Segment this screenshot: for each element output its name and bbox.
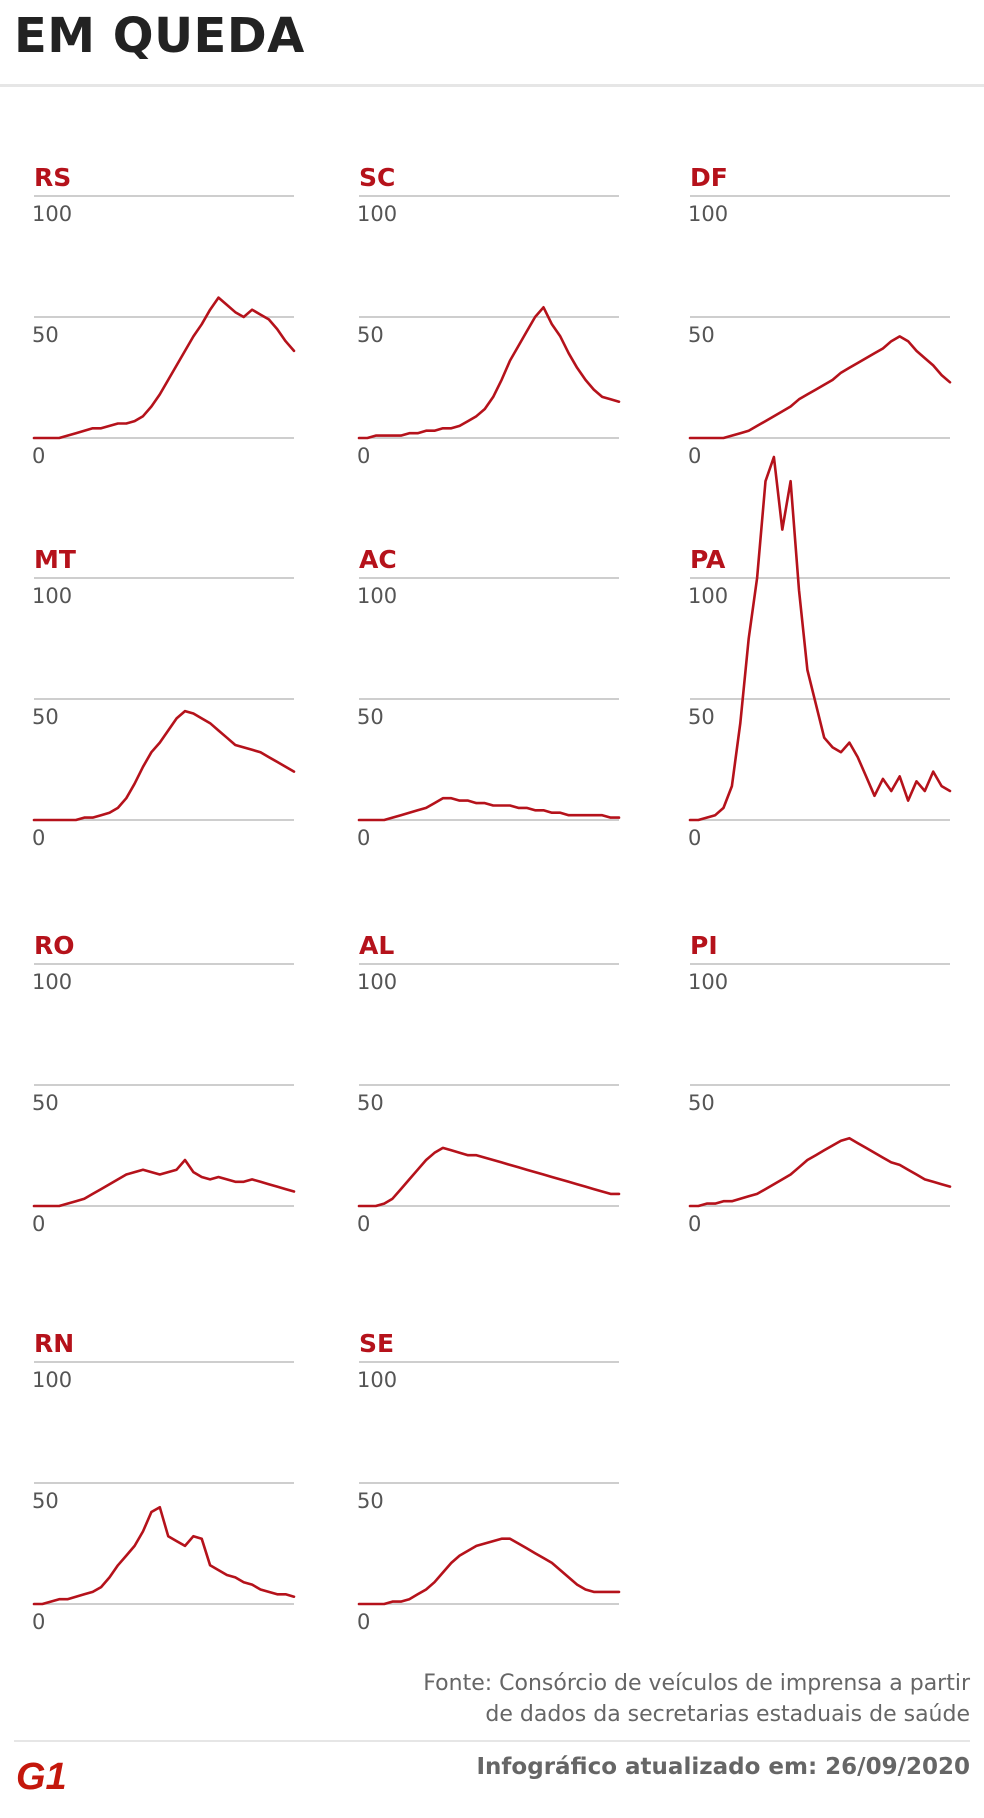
y-tick-label-100: 100 (688, 202, 728, 226)
state-label-sc: SC (359, 163, 395, 192)
state-label-rs: RS (34, 163, 71, 192)
chart-panel-ac: AC 100 50 0 (357, 545, 621, 850)
y-tick-label-0: 0 (32, 826, 45, 850)
chart-panel-pi: PI 100 50 0 (688, 931, 952, 1236)
y-tick-label-50: 50 (357, 1091, 384, 1115)
series-line-df (688, 335, 952, 440)
y-tick-label-0: 0 (32, 1212, 45, 1236)
chart-panel-al: AL 100 50 0 (357, 931, 621, 1236)
y-tick-label-50: 50 (32, 1489, 59, 1513)
y-tick-label-100: 100 (32, 1368, 72, 1392)
source-note: Fonte: Consórcio de veículos de imprensa… (423, 1668, 970, 1730)
y-tick-label-50: 50 (688, 1091, 715, 1115)
state-label-se: SE (359, 1329, 394, 1358)
page-title: EM QUEDA (14, 8, 305, 64)
y-tick-label-50: 50 (357, 1489, 384, 1513)
y-tick-label-0: 0 (357, 444, 370, 468)
state-label-al: AL (359, 931, 394, 960)
footer-divider (14, 1740, 970, 1742)
state-label-ac: AC (359, 545, 397, 574)
y-tick-label-50: 50 (32, 323, 59, 347)
series-line-rn (32, 1505, 296, 1606)
chart-panel-pa: PA 100 50 0 (688, 455, 952, 850)
series-line-pa (688, 455, 952, 822)
chart-panel-ro: RO 100 50 0 (32, 931, 296, 1236)
y-tick-label-0: 0 (688, 444, 701, 468)
y-tick-label-50: 50 (688, 323, 715, 347)
series-line-ro (32, 1158, 296, 1208)
chart-panel-rs: RS 100 50 0 (32, 163, 296, 468)
title-divider (0, 84, 984, 87)
updated-date: Infográfico atualizado em: 26/09/2020 (476, 1754, 970, 1780)
y-tick-label-100: 100 (32, 970, 72, 994)
small-multiples-chart: RS 100 50 0 SC 100 50 0 DF 100 50 0 MT 100 50 0 AC 100 50 0… (32, 163, 952, 1634)
y-tick-label-100: 100 (688, 970, 728, 994)
y-tick-label-0: 0 (357, 1212, 370, 1236)
y-tick-label-50: 50 (32, 705, 59, 729)
state-label-mt: MT (34, 545, 76, 574)
y-tick-label-50: 50 (357, 323, 384, 347)
y-tick-label-100: 100 (32, 584, 72, 608)
series-line-mt (32, 709, 296, 822)
chart-panel-rn: RN 100 50 0 (32, 1329, 296, 1634)
y-tick-label-50: 50 (688, 705, 715, 729)
state-label-rn: RN (34, 1329, 74, 1358)
y-tick-label-0: 0 (32, 444, 45, 468)
y-tick-label-0: 0 (357, 1610, 370, 1634)
chart-panel-mt: MT 100 50 0 (32, 545, 296, 850)
series-line-pi (688, 1136, 952, 1208)
y-tick-label-0: 0 (32, 1610, 45, 1634)
y-tick-label-0: 0 (357, 826, 370, 850)
state-label-pi: PI (690, 931, 718, 960)
source-line-1: Fonte: Consórcio de veículos de imprensa… (423, 1671, 970, 1696)
g1-logo-text: G1 (16, 1756, 67, 1796)
chart-panel-df: DF 100 50 0 (688, 163, 952, 468)
chart-panel-se: SE 100 50 0 (357, 1329, 621, 1634)
series-line-se (357, 1537, 621, 1606)
series-line-ac (357, 796, 621, 822)
y-tick-label-100: 100 (357, 1368, 397, 1392)
chart-panel-sc: SC 100 50 0 (357, 163, 621, 468)
y-tick-label-50: 50 (357, 705, 384, 729)
y-tick-label-100: 100 (357, 970, 397, 994)
y-tick-label-50: 50 (32, 1091, 59, 1115)
y-tick-label-100: 100 (688, 584, 728, 608)
y-tick-label-0: 0 (688, 826, 701, 850)
state-label-df: DF (690, 163, 728, 192)
state-label-ro: RO (34, 931, 75, 960)
g1-logo: G1 (14, 1752, 74, 1796)
y-tick-label-100: 100 (357, 584, 397, 608)
source-line-2: de dados da secretarias estaduais de saú… (485, 1702, 970, 1727)
y-tick-label-100: 100 (32, 202, 72, 226)
series-line-rs (32, 296, 296, 440)
state-label-pa: PA (690, 545, 726, 574)
series-line-al (357, 1146, 621, 1208)
y-tick-label-100: 100 (357, 202, 397, 226)
series-line-sc (357, 305, 621, 440)
y-tick-label-0: 0 (688, 1212, 701, 1236)
